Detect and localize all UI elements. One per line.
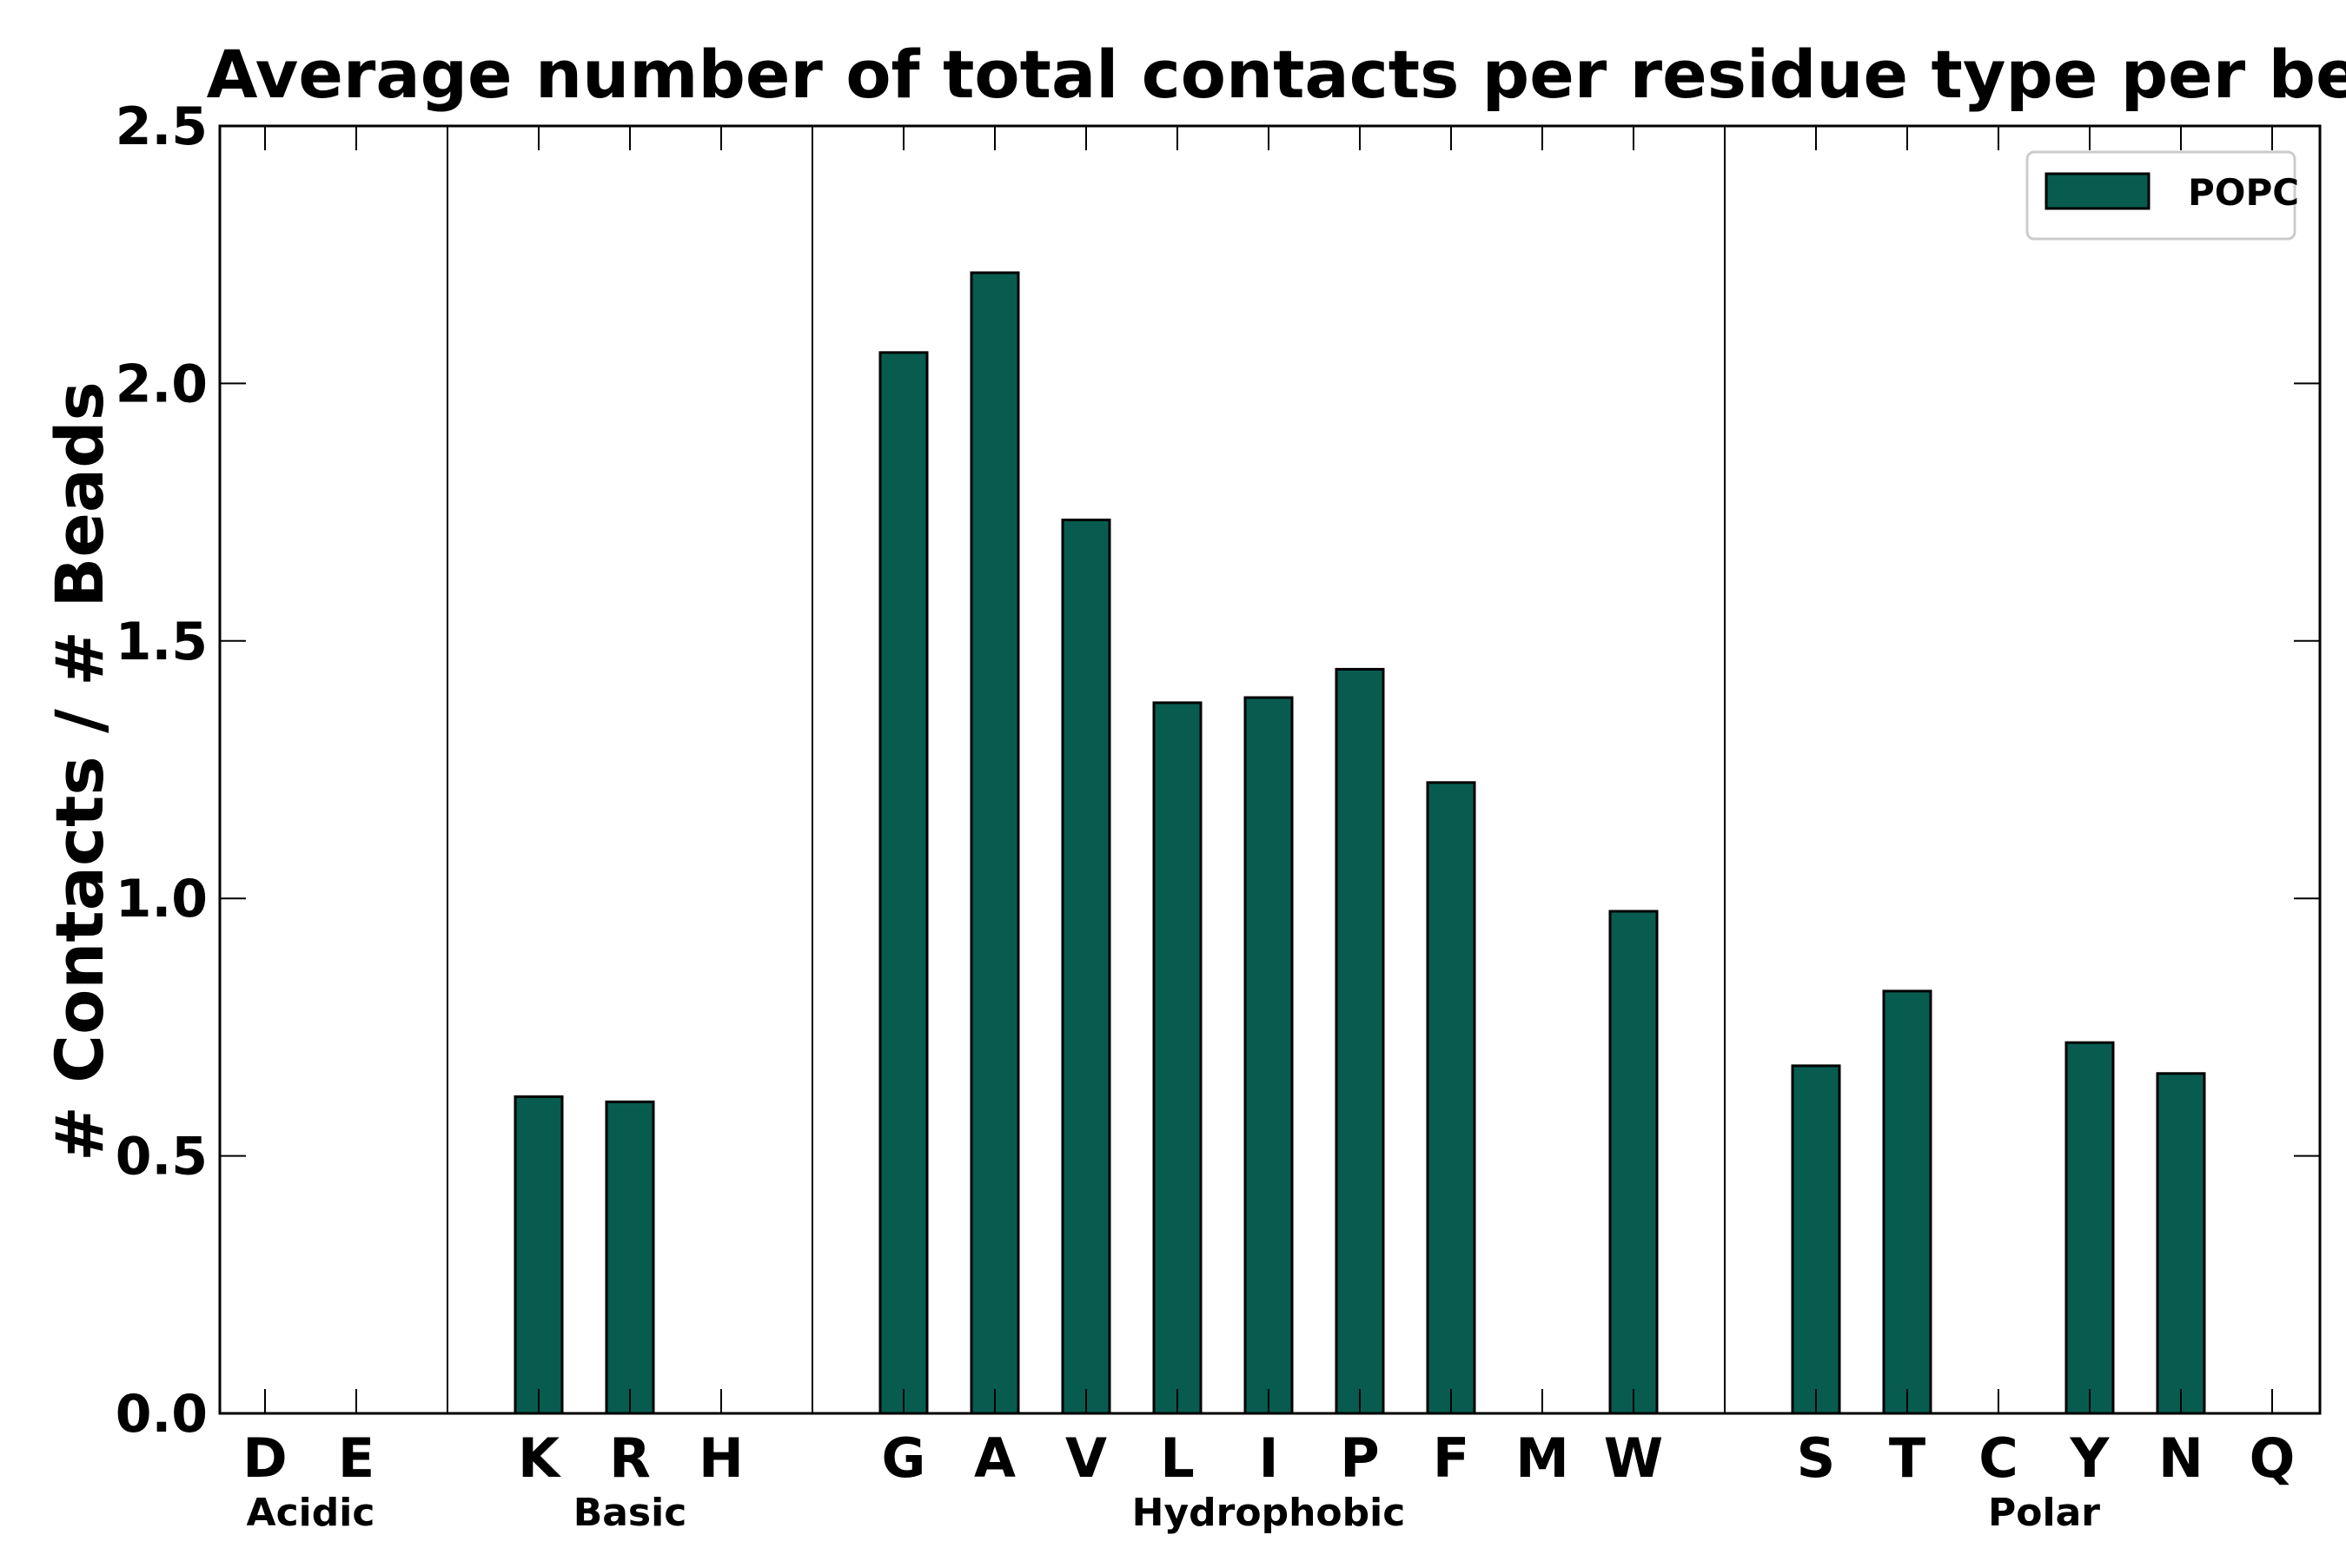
y-tick-label: 0.5 xyxy=(116,1127,208,1188)
bar-F xyxy=(1428,783,1475,1413)
bar-S xyxy=(1793,1066,1839,1413)
group-label-polar: Polar xyxy=(1988,1491,2100,1535)
x-tick-label-A: A xyxy=(974,1426,1016,1490)
bar-L xyxy=(1154,703,1201,1413)
x-tick-label-K: K xyxy=(518,1426,561,1490)
group-label-acidic: Acidic xyxy=(247,1491,375,1535)
chart-title: Average number of total contacts per res… xyxy=(207,36,2346,113)
x-tick-label-H: H xyxy=(699,1426,744,1490)
x-tick-label-E: E xyxy=(338,1426,374,1490)
bar-A xyxy=(971,273,1018,1413)
legend-swatch xyxy=(2046,174,2149,208)
bar-I xyxy=(1245,698,1292,1413)
group-label-hydrophobic: Hydrophobic xyxy=(1132,1491,1406,1535)
bars-layer xyxy=(242,273,2296,1413)
y-tick-label: 2.5 xyxy=(116,96,208,157)
x-tick-label-I: I xyxy=(1258,1426,1278,1490)
x-tick-label-P: P xyxy=(1340,1426,1379,1490)
x-tick-label-D: D xyxy=(242,1426,287,1490)
bar-P xyxy=(1336,669,1383,1413)
y-tick-label: 1.0 xyxy=(116,869,208,930)
x-tick-label-L: L xyxy=(1160,1426,1195,1490)
y-axis-label: # Contacts / # Beads xyxy=(41,381,118,1161)
bar-W xyxy=(1610,911,1657,1413)
bar-Y xyxy=(2066,1042,2113,1413)
x-tick-label-C: C xyxy=(1978,1426,2018,1490)
bar-G xyxy=(880,353,927,1413)
y-tick-label: 1.5 xyxy=(116,612,208,672)
x-tick-label-Q: Q xyxy=(2250,1426,2296,1490)
bar-R xyxy=(606,1102,653,1413)
x-tick-label-W: W xyxy=(1604,1426,1663,1490)
x-tick-label-F: F xyxy=(1433,1426,1469,1490)
y-tick-labels: 0.0 0.5 1.0 1.5 2.0 2.5 xyxy=(116,96,208,1445)
x-tick-label-G: G xyxy=(882,1426,926,1490)
bar-K xyxy=(515,1096,562,1413)
bar-T xyxy=(1884,991,1931,1413)
x-tick-label-Y: Y xyxy=(2070,1426,2111,1490)
legend-label: POPC xyxy=(2188,171,2299,214)
x-tick-label-T: T xyxy=(1889,1426,1925,1490)
group-labels: Acidic Basic Hydrophobic Polar xyxy=(247,1491,2101,1535)
bar-N xyxy=(2157,1074,2204,1413)
group-label-basic: Basic xyxy=(573,1491,687,1535)
x-tick-label-R: R xyxy=(609,1426,651,1490)
bar-V xyxy=(1063,519,1110,1413)
y-tick-label: 2.0 xyxy=(116,354,208,414)
x-tick-label-M: M xyxy=(1515,1426,1569,1490)
y-tick-label: 0.0 xyxy=(116,1384,208,1445)
legend: POPC xyxy=(2027,152,2299,239)
x-tick-label-V: V xyxy=(1065,1426,1107,1490)
x-tick-label-S: S xyxy=(1797,1426,1836,1490)
x-tick-label-N: N xyxy=(2158,1426,2204,1490)
